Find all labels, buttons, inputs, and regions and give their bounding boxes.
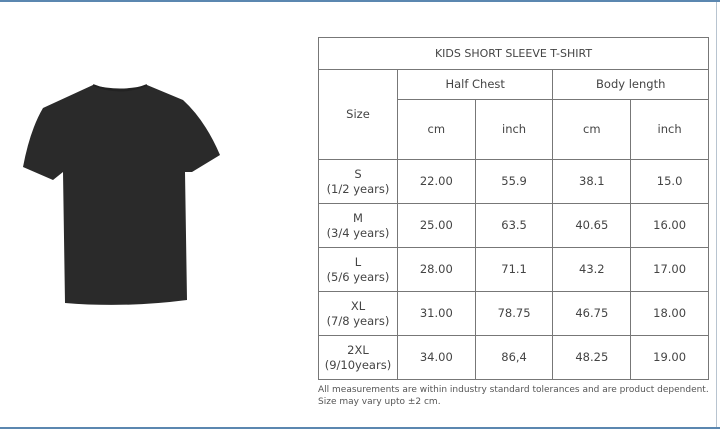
value-cell: 19.00 [630, 335, 709, 380]
unit-header: inch [474, 99, 554, 160]
value-cell: 15.0 [630, 159, 709, 204]
age-label: (7/8 years) [326, 313, 390, 328]
value-cell: 55.9 [474, 159, 554, 204]
unit-header: inch [630, 99, 709, 160]
age-label: (1/2 years) [326, 181, 390, 196]
tshirt-image [23, 84, 220, 305]
value-cell: 17.00 [630, 247, 709, 292]
value-cell: 31.00 [396, 291, 476, 336]
top-border [0, 0, 720, 2]
value-cell: 48.25 [552, 335, 632, 380]
value-cell: 86,4 [474, 335, 554, 380]
unit-header: cm [552, 99, 632, 160]
table-row: 2XL (9/10years) 34.00 86,4 48.25 19.00 [318, 335, 709, 380]
size-label: 2XL [347, 342, 369, 357]
size-chart-table: KIDS SHORT SLEEVE T-SHIRT Size Half Ches… [318, 37, 709, 380]
value-cell: 78.75 [474, 291, 554, 336]
bottom-border [0, 427, 720, 429]
unit-header: cm [396, 99, 476, 160]
size-cell: XL (7/8 years) [318, 291, 398, 336]
note-line: All measurements are within industry sta… [318, 385, 709, 395]
table-row: M (3/4 years) 25.00 63.5 40.65 16.00 [318, 203, 709, 248]
value-cell: 34.00 [396, 335, 476, 380]
age-label: (5/6 years) [326, 269, 390, 284]
table-row: XL (7/8 years) 31.00 78.75 46.75 18.00 [318, 291, 709, 336]
value-cell: 25.00 [396, 203, 476, 248]
value-cell: 40.65 [552, 203, 632, 248]
body-length-header: Body length [552, 69, 709, 100]
size-cell: M (3/4 years) [318, 203, 398, 248]
size-cell: L (5/6 years) [318, 247, 398, 292]
size-label: M [353, 210, 363, 225]
half-chest-header: Half Chest [396, 69, 554, 100]
table-row: L (5/6 years) 28.00 71.1 43.2 17.00 [318, 247, 709, 292]
tshirt-shape [23, 85, 220, 305]
size-label: XL [350, 298, 366, 313]
age-label: (3/4 years) [326, 225, 390, 240]
value-cell: 43.2 [552, 247, 632, 292]
size-label: S [354, 166, 362, 181]
value-cell: 71.1 [474, 247, 554, 292]
value-cell: 18.00 [630, 291, 709, 336]
size-cell: 2XL (9/10years) [318, 335, 398, 380]
measurement-note: All measurements are within industry sta… [318, 384, 709, 408]
value-cell: 38.1 [552, 159, 632, 204]
collar-shape [92, 84, 148, 92]
value-cell: 63.5 [474, 203, 554, 248]
note-line: Size may vary upto ±2 cm. [318, 397, 441, 407]
value-cell: 46.75 [552, 291, 632, 336]
size-label: L [354, 254, 362, 269]
right-border [716, 2, 717, 427]
value-cell: 22.00 [396, 159, 476, 204]
table-title: KIDS SHORT SLEEVE T-SHIRT [318, 37, 709, 70]
size-cell: S (1/2 years) [318, 159, 398, 204]
age-label: (9/10years) [324, 357, 392, 372]
value-cell: 16.00 [630, 203, 709, 248]
value-cell: 28.00 [396, 247, 476, 292]
table-row: S (1/2 years) 22.00 55.9 38.1 15.0 [318, 159, 709, 204]
size-header: Size [318, 69, 398, 160]
